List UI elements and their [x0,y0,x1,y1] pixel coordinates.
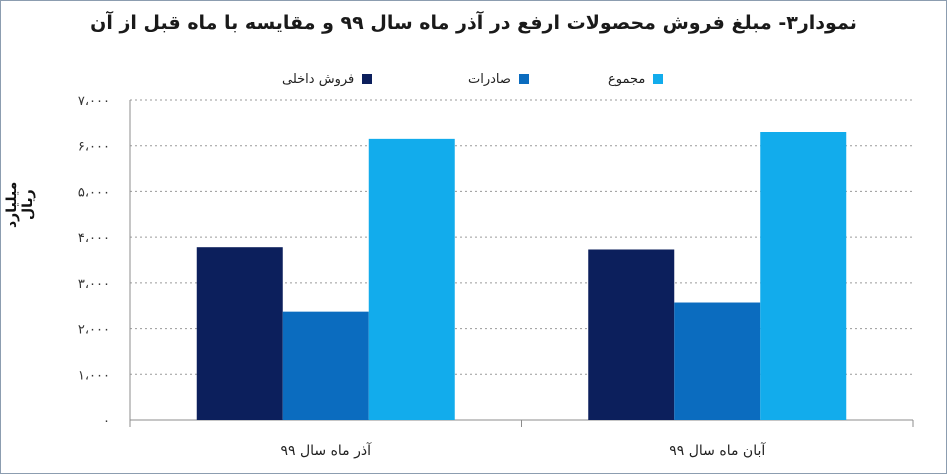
y-tick-label: ۴،۰۰۰ [78,231,110,246]
legend-swatch-export [518,74,529,84]
x-tick-label: آذر ماه سال ۹۹ [280,442,372,459]
bar-export-aban [674,302,761,420]
bar-domestic-azar [196,247,283,420]
y-tick-label: ۲،۰۰۰ [78,323,110,338]
legend-swatch-total [653,74,664,84]
y-tick-label: ۳،۰۰۰ [78,277,110,292]
legend-label-export: صادرات [468,71,511,87]
bar-export-azar [282,311,369,420]
y-tick-label: ۷،۰۰۰ [78,94,110,109]
legend-item-export: صادرات [468,70,529,88]
y-tick-label: ۱،۰۰۰ [78,368,110,383]
legend-label-domestic: فروش داخلی [282,71,355,87]
legend-swatch-domestic [362,74,373,84]
bar-total-aban [760,132,847,420]
chart-title: نمودار۳- مبلغ فروش محصولات ارفع در آذر م… [90,12,857,34]
legend-item-domestic: فروش داخلی [282,70,373,88]
y-tick-label: ۶،۰۰۰ [78,140,110,155]
bar-total-azar [368,138,455,420]
x-tick-label: آبان ماه سال ۹۹ [669,442,766,459]
bar-domestic-aban [588,249,675,420]
y-tick-label: ۰ [103,414,110,429]
legend-label-total: مجموع [608,71,646,87]
legend-item-total: مجموع [608,70,664,88]
y-tick-label: ۵،۰۰۰ [78,185,110,200]
